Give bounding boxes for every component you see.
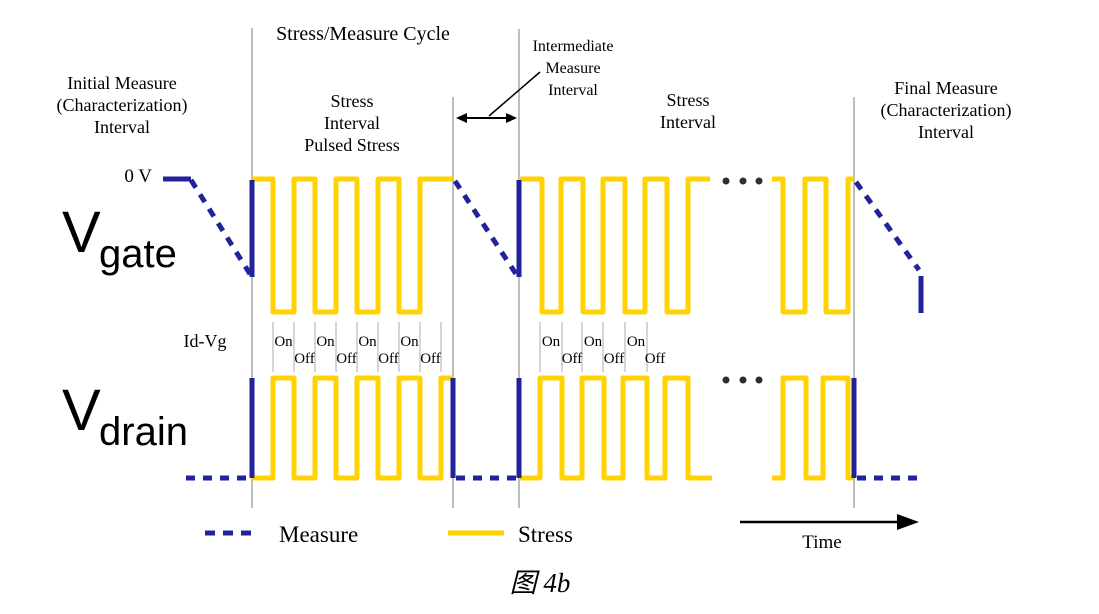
intermediate-measure-label-line2: Measure [545, 60, 600, 77]
pulse-on-label: On [358, 334, 377, 350]
stress-interval-1-label-line2: Interval [324, 113, 380, 133]
annotation-pointer-line [488, 71, 541, 117]
continuation-dot [755, 177, 763, 185]
stress-interval-2-label-line2: Interval [660, 112, 716, 132]
stress-interval-1-label-line1: Stress [330, 91, 373, 111]
stress-pulse-waveform [252, 375, 453, 481]
stress-pulse-waveform [519, 375, 712, 481]
vdrain-subscript: drain [99, 410, 188, 454]
intermediate-measure-label-line3: Interval [548, 82, 598, 99]
measure-dashed-line [188, 178, 253, 276]
initial-measure-label-line1: Initial Measure [67, 73, 176, 93]
pulse-off-label: Off [604, 351, 625, 367]
pulse-on-label: On [274, 334, 293, 350]
continuation-dot [739, 376, 747, 384]
zero-volt-label: 0 V [124, 166, 152, 187]
arrowhead-right-icon [506, 113, 517, 123]
continuation-dot [739, 177, 747, 185]
vgate-subscript: gate [99, 232, 177, 276]
pulse-on-label: On [400, 334, 419, 350]
continuation-dot [755, 376, 763, 384]
id-vg-label: Id-Vg [184, 331, 227, 351]
initial-measure-label-line3: Interval [94, 117, 150, 137]
vgate-symbol: V [62, 200, 101, 265]
stress-interval-2-label-line1: Stress [666, 90, 709, 110]
stress-pulse-waveform [772, 375, 854, 481]
time-arrowhead-icon [897, 514, 919, 530]
pulse-off-label: Off [294, 351, 315, 367]
measure-dashed-line [452, 179, 519, 276]
stress-pulse-waveform [519, 176, 710, 315]
pulse-on-label: On [627, 334, 646, 350]
stress-pulse-waveform [252, 176, 453, 315]
pulse-off-label: Off [645, 351, 666, 367]
initial-measure-label-line2: (Characterization) [57, 95, 188, 116]
continuation-dot [722, 177, 730, 185]
pulse-off-label: Off [420, 351, 441, 367]
pulse-off-label: Off [562, 351, 583, 367]
legend-measure-label: Measure [279, 522, 358, 547]
arrowhead-left-icon [456, 113, 467, 123]
pulse-off-label: Off [336, 351, 357, 367]
intermediate-measure-label-line1: Intermediate [533, 38, 614, 55]
stress-interval-1-label-line3: Pulsed Stress [304, 135, 400, 155]
stress-pulse-waveform [772, 176, 854, 315]
pulse-off-label: Off [378, 351, 399, 367]
pulse-on-label: On [584, 334, 603, 350]
vdrain-symbol: V [62, 378, 101, 443]
final-measure-label-line3: Interval [918, 122, 974, 142]
continuation-dot [722, 376, 730, 384]
time-label: Time [802, 532, 841, 553]
pulse-on-label: On [316, 334, 335, 350]
measure-dashed-line [853, 180, 922, 272]
legend-stress-label: Stress [518, 522, 573, 547]
figure-caption: 图 4b [510, 568, 571, 598]
final-measure-label-line1: Final Measure [894, 78, 997, 98]
final-measure-label-line2: (Characterization) [881, 100, 1012, 121]
pulse-on-label: On [542, 334, 561, 350]
cycle-title: Stress/Measure Cycle [276, 23, 450, 45]
